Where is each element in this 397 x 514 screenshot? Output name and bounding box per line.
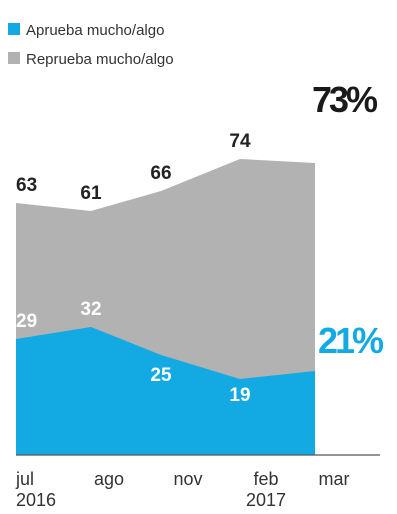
disapprove-value-label: 66 [150,163,171,184]
legend-label-approve: Aprueba mucho/algo [26,22,164,39]
disapprove-value-label: 74 [229,131,251,152]
x-tick-year-label: 2017 [246,490,286,510]
x-tick-label: ago [94,469,124,489]
approve-area [16,327,315,455]
approve-value-label: 29 [16,311,37,332]
x-tick-label: nov [173,469,202,489]
approve-value-label: 25 [150,365,172,386]
x-tick-label: jul [15,469,34,489]
value-labels: 63 61 66 74 29 32 25 19 [16,131,251,406]
final-label-approve: 21% [318,320,384,361]
legend-label-disapprove: Reprueba mucho/algo [26,51,174,68]
final-label-disapprove: 73% [312,79,378,120]
disapprove-value-label: 61 [80,183,102,204]
disapprove-value-label: 63 [16,175,37,196]
x-tick-label: mar [319,469,350,489]
x-tick-year-label: 2016 [16,490,56,510]
x-tick-label: feb [253,469,278,489]
approve-value-label: 19 [229,385,250,406]
approve-value-label: 32 [80,299,101,320]
legend-swatch-approve [8,23,20,35]
legend: Aprueba mucho/algo Reprueba mucho/algo [8,22,174,68]
legend-swatch-disapprove [8,52,20,64]
